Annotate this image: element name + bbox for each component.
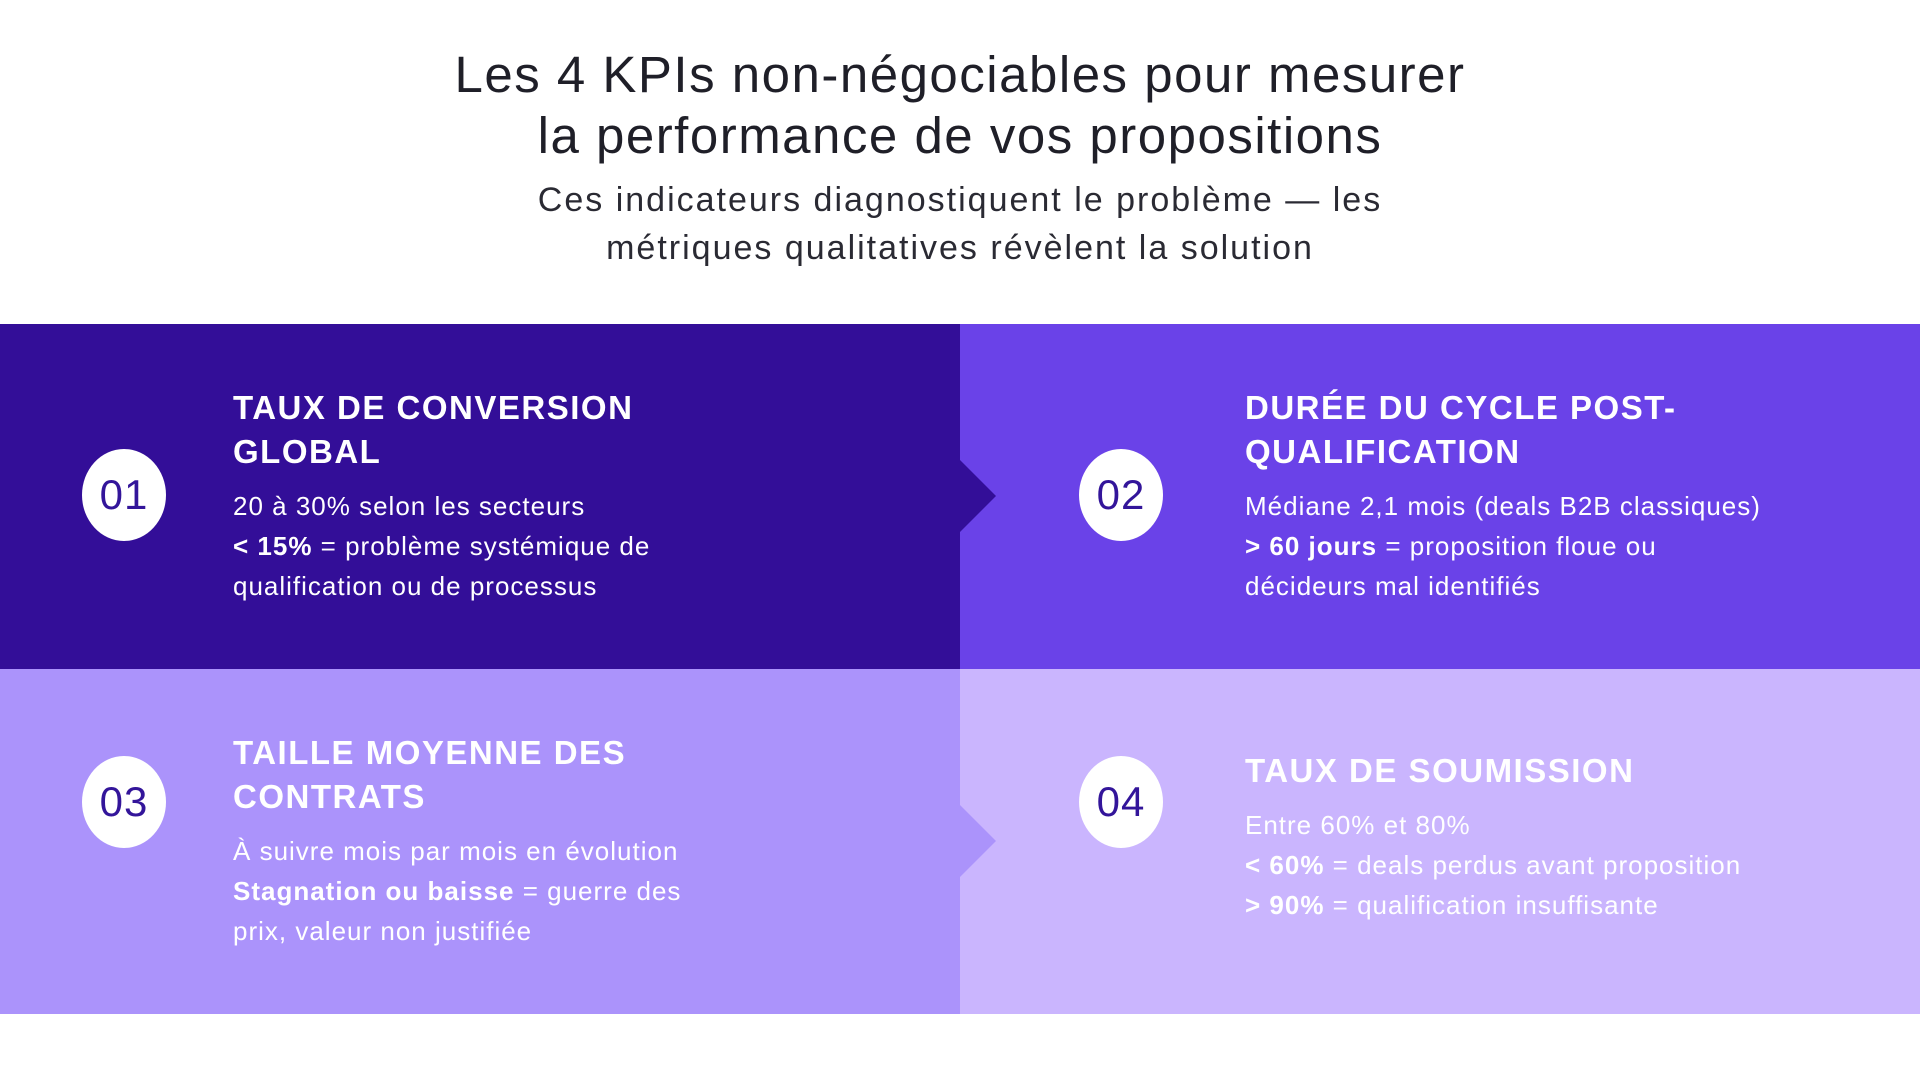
kpi-line-2: = problème systémique de bbox=[312, 531, 651, 561]
kpi-card-2: 02 DURÉE DU CYCLE POST-QUALIFICATION Méd… bbox=[960, 324, 1920, 669]
kpi-card-3: 03 TAILLE MOYENNE DES CONTRATS À suivre … bbox=[0, 669, 960, 1014]
kpi-description: 20 à 30% selon les secteurs < 15% = prob… bbox=[233, 486, 833, 606]
kpi-content: TAUX DE SOUMISSION Entre 60% et 80% < 60… bbox=[1245, 749, 1865, 925]
kpi-line-1: À suivre mois par mois en évolution bbox=[233, 836, 679, 866]
kpi-title: TAILLE MOYENNE DES CONTRATS bbox=[233, 734, 627, 815]
arrow-connector-3 bbox=[960, 805, 996, 877]
kpi-description: À suivre mois par mois en évolution Stag… bbox=[233, 831, 833, 951]
kpi-title: TAUX DE CONVERSION GLOBAL bbox=[233, 389, 634, 470]
kpi-number-badge: 04 bbox=[1079, 756, 1163, 848]
kpi-card-1: 01 TAUX DE CONVERSION GLOBAL 20 à 30% se… bbox=[0, 324, 960, 669]
kpi-threshold: < 60% bbox=[1245, 850, 1325, 880]
arrow-connector-1 bbox=[960, 460, 996, 532]
kpi-line-2: = deals perdus avant proposition bbox=[1324, 850, 1742, 880]
kpi-content: TAILLE MOYENNE DES CONTRATS À suivre moi… bbox=[233, 731, 833, 951]
subtitle-line-1: Ces indicateurs diagnostiquent le problè… bbox=[537, 181, 1383, 219]
kpi-description: Médiane 2,1 mois (deals B2B classiques) … bbox=[1245, 486, 1865, 606]
title-line-2: la performance de vos propositions bbox=[537, 107, 1383, 164]
subtitle-line-2: métriques qualitatives révèlent la solut… bbox=[606, 229, 1314, 267]
kpi-line-1: Entre 60% et 80% bbox=[1245, 810, 1471, 840]
kpi-number-badge: 03 bbox=[82, 756, 166, 848]
kpi-grid: 01 TAUX DE CONVERSION GLOBAL 20 à 30% se… bbox=[0, 324, 1920, 1014]
kpi-threshold: < 15% bbox=[233, 531, 313, 561]
kpi-content: DURÉE DU CYCLE POST-QUALIFICATION Médian… bbox=[1245, 386, 1865, 606]
kpi-content: TAUX DE CONVERSION GLOBAL 20 à 30% selon… bbox=[233, 386, 833, 606]
kpi-line-2: = guerre des bbox=[514, 876, 682, 906]
kpi-line-3: prix, valeur non justifiée bbox=[233, 916, 533, 946]
page-subtitle: Ces indicateurs diagnostiquent le problè… bbox=[0, 176, 1920, 272]
kpi-line-3: = qualification insuffisante bbox=[1324, 890, 1659, 920]
kpi-threshold: > 60 jours bbox=[1245, 531, 1378, 561]
kpi-card-4: 04 TAUX DE SOUMISSION Entre 60% et 80% <… bbox=[960, 669, 1920, 1014]
kpi-title: DURÉE DU CYCLE POST-QUALIFICATION bbox=[1245, 389, 1677, 470]
kpi-description: Entre 60% et 80% < 60% = deals perdus av… bbox=[1245, 805, 1865, 925]
kpi-line-2: = proposition floue ou bbox=[1377, 531, 1657, 561]
header: Les 4 KPIs non-négociables pour mesurer … bbox=[0, 44, 1920, 272]
title-line-1: Les 4 KPIs non-négociables pour mesurer bbox=[454, 46, 1466, 103]
kpi-title: TAUX DE SOUMISSION bbox=[1245, 752, 1635, 789]
kpi-line-1: Médiane 2,1 mois (deals B2B classiques) bbox=[1245, 491, 1761, 521]
kpi-line-3: qualification ou de processus bbox=[233, 571, 598, 601]
kpi-number-badge: 02 bbox=[1079, 449, 1163, 541]
kpi-threshold: Stagnation ou baisse bbox=[233, 876, 515, 906]
kpi-threshold-2: > 90% bbox=[1245, 890, 1325, 920]
page-title: Les 4 KPIs non-négociables pour mesurer … bbox=[0, 44, 1920, 166]
kpi-line-3: décideurs mal identifiés bbox=[1245, 571, 1541, 601]
kpi-number-badge: 01 bbox=[82, 449, 166, 541]
kpi-line-1: 20 à 30% selon les secteurs bbox=[233, 491, 586, 521]
